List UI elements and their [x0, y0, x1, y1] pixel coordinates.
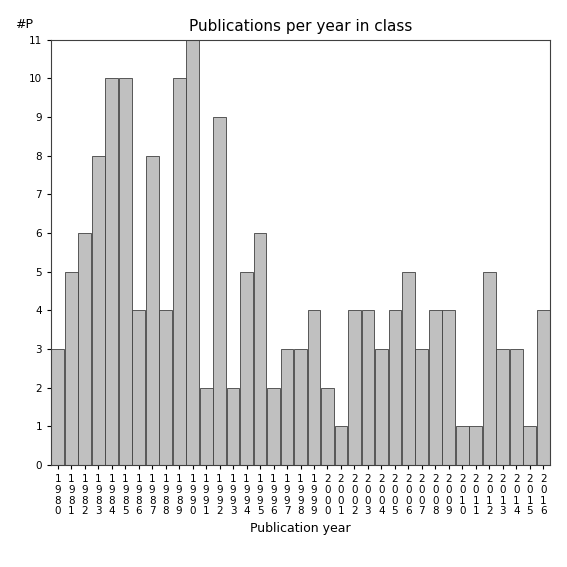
Bar: [429, 310, 442, 465]
Bar: [483, 272, 496, 465]
Title: Publications per year in class: Publications per year in class: [189, 19, 412, 35]
Bar: [523, 426, 536, 465]
Bar: [173, 78, 185, 465]
Bar: [362, 310, 374, 465]
Bar: [200, 388, 213, 465]
Bar: [253, 233, 266, 465]
Bar: [65, 272, 78, 465]
Bar: [375, 349, 388, 465]
Y-axis label: #P: #P: [15, 18, 32, 31]
Bar: [294, 349, 307, 465]
Bar: [442, 310, 455, 465]
Bar: [146, 156, 159, 465]
Bar: [402, 272, 415, 465]
Bar: [348, 310, 361, 465]
Bar: [321, 388, 334, 465]
Bar: [132, 310, 145, 465]
Bar: [159, 310, 172, 465]
Bar: [469, 426, 482, 465]
Bar: [416, 349, 428, 465]
Bar: [92, 156, 105, 465]
Bar: [52, 349, 64, 465]
Bar: [240, 272, 253, 465]
Bar: [186, 40, 199, 465]
Bar: [537, 310, 549, 465]
X-axis label: Publication year: Publication year: [250, 522, 351, 535]
Bar: [456, 426, 469, 465]
Bar: [335, 426, 348, 465]
Bar: [510, 349, 523, 465]
Bar: [119, 78, 132, 465]
Bar: [78, 233, 91, 465]
Bar: [105, 78, 118, 465]
Bar: [496, 349, 509, 465]
Bar: [267, 388, 280, 465]
Bar: [281, 349, 294, 465]
Bar: [213, 117, 226, 465]
Bar: [307, 310, 320, 465]
Bar: [227, 388, 239, 465]
Bar: [388, 310, 401, 465]
